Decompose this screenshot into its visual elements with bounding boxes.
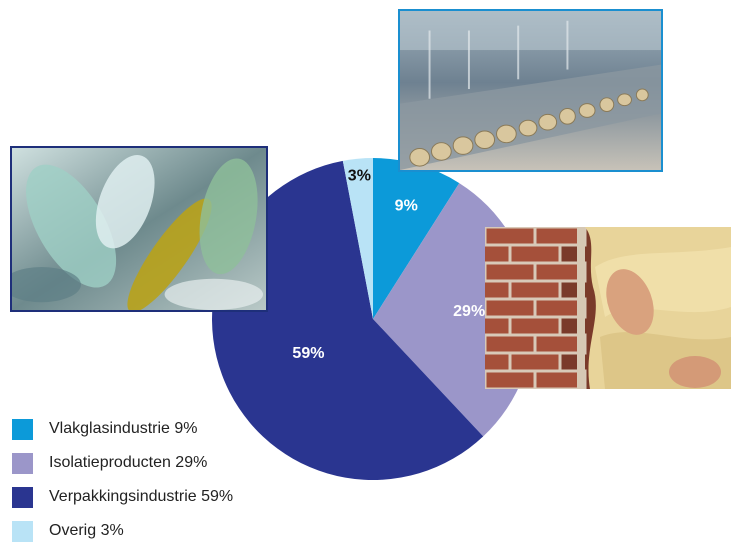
pie-slice-label-3: 59% [292, 345, 324, 362]
pie-slice-label-1: 9% [395, 198, 418, 215]
legend-item-4: Overig 3% [12, 514, 233, 548]
pie-slice-1 [373, 158, 460, 319]
insulation-photo [485, 227, 731, 389]
bottles-photo [10, 146, 268, 312]
glass-factory-photo [398, 9, 663, 172]
legend-swatch [12, 452, 33, 474]
legend-item-2: Isolatieproducten 29% [12, 446, 233, 480]
pie-slice-3 [212, 160, 484, 480]
legend-item-1: Vlakglasindustrie 9% [12, 412, 233, 446]
legend: Vlakglasindustrie 9% Isolatieproducten 29… [12, 412, 233, 548]
legend-label: Overig 3% [49, 522, 124, 539]
pie-slice-4 [342, 158, 373, 319]
legend-label: Vlakglasindustrie 9% [49, 420, 198, 437]
legend-label: Isolatieproducten 29% [49, 454, 208, 471]
pie-slice-label-2: 29% [453, 303, 485, 320]
legend-swatch [12, 418, 33, 440]
legend-swatch [12, 520, 33, 542]
legend-label: Verpakkingsindustrie 59% [49, 488, 234, 505]
legend-item-3: Verpakkingsindustrie 59% [12, 480, 233, 514]
legend-swatch [12, 486, 33, 508]
pie-slice-label-4: 3% [348, 168, 371, 185]
